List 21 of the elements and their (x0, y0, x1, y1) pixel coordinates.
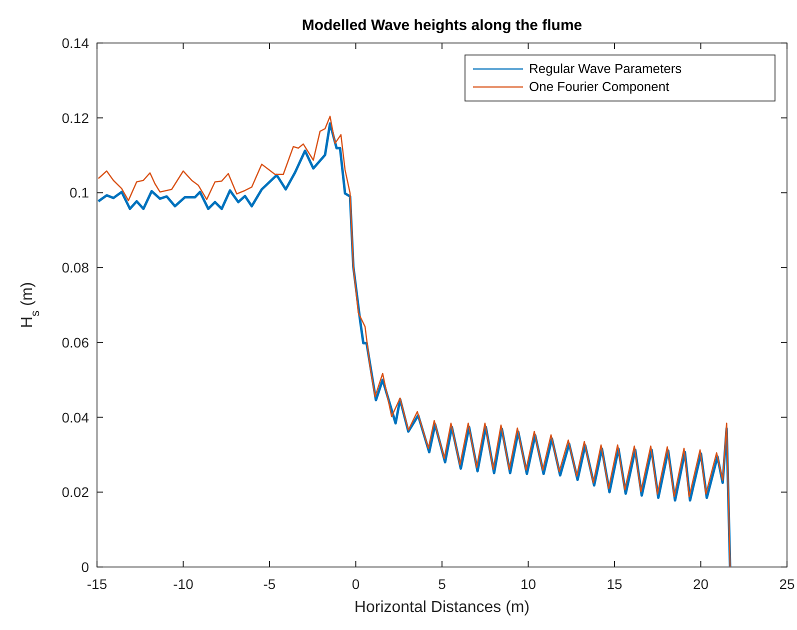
y-tick-label: 0.04 (62, 409, 90, 426)
x-tick-label: -5 (263, 576, 276, 592)
y-tick-label: 0.1 (70, 184, 90, 201)
chart-title: Modelled Wave heights along the flume (302, 17, 582, 34)
x-tick-label: 5 (438, 576, 446, 592)
y-tick-label: 0.02 (62, 484, 90, 500)
x-tick-label: 25 (779, 576, 795, 592)
x-axis-title: Horizontal Distances (m) (354, 599, 530, 616)
legend-label: Regular Wave Parameters (529, 61, 682, 76)
y-tick-label: 0.14 (62, 35, 90, 51)
x-tick-label: 0 (352, 576, 360, 592)
y-tick-label: 0.12 (62, 110, 90, 126)
legend-label: One Fourier Component (529, 79, 670, 94)
y-tick-label: 0.08 (62, 260, 90, 276)
x-tick-label: -15 (86, 576, 108, 592)
x-tick-label: 20 (692, 576, 709, 592)
y-tick-label: 0.06 (62, 334, 90, 350)
x-tick-label: -10 (173, 576, 194, 592)
x-tick-label: 10 (520, 576, 536, 592)
y-tick-label: 0 (81, 559, 90, 575)
x-tick-label: 15 (606, 576, 622, 592)
